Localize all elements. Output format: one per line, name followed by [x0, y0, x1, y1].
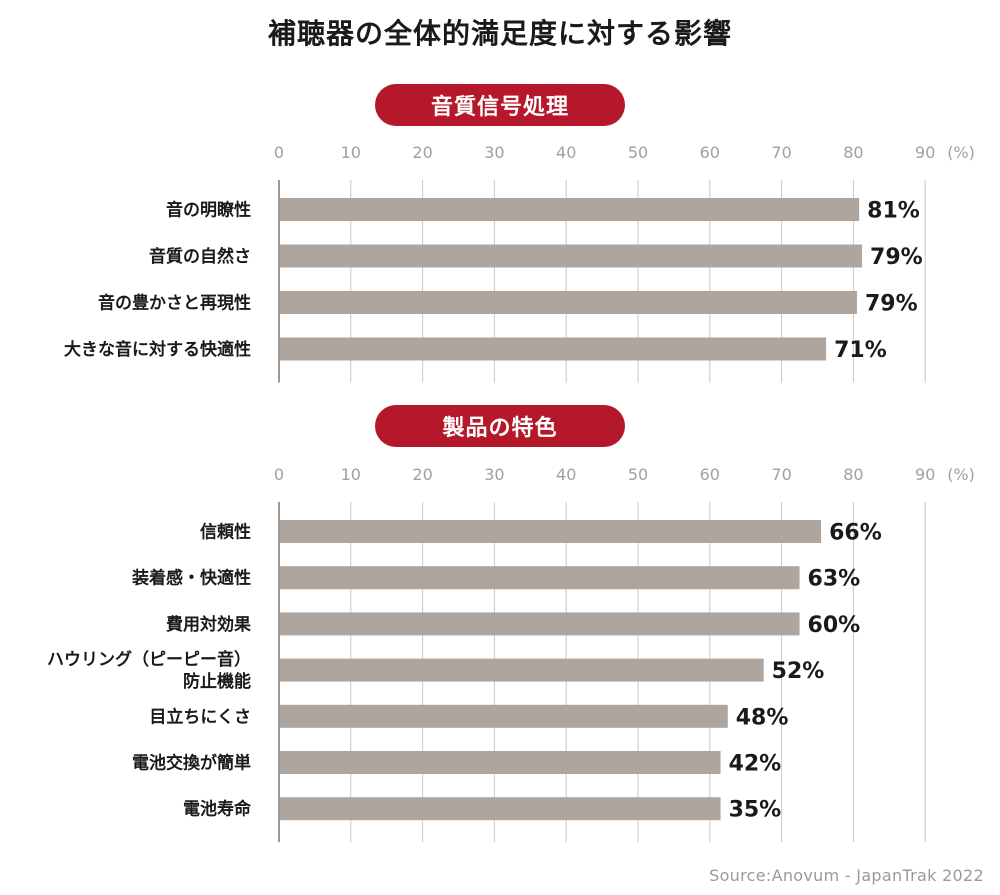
bar-value-label: 42%	[729, 752, 782, 777]
x-tick-label: 80	[843, 143, 863, 162]
bar-value-label: 52%	[772, 659, 825, 684]
x-tick-label: 70	[771, 465, 791, 484]
section-title-product-features: 製品の特色	[375, 405, 625, 447]
category-label: ハウリング（ピーピー音）	[47, 649, 251, 670]
x-tick-label: 90	[915, 143, 935, 162]
bar-value-label: 66%	[829, 521, 882, 546]
category-label: 費用対効果	[166, 614, 251, 635]
bar	[280, 520, 822, 543]
bar-value-label: 35%	[729, 798, 782, 823]
x-tick-label: 20	[412, 143, 432, 162]
x-tick-label: 80	[843, 465, 863, 484]
bar-value-label: 71%	[834, 338, 887, 363]
category-label: 電池寿命	[183, 799, 252, 820]
source-note: Source:Anovum - JapanTrak 2022	[709, 866, 984, 885]
bar	[280, 337, 827, 361]
bar-value-label: 79%	[870, 245, 923, 270]
x-tick-label: 30	[484, 465, 504, 484]
category-label: 大きな音に対する快適性	[64, 339, 251, 360]
bar	[280, 704, 728, 728]
x-tick-label: 10	[341, 143, 361, 162]
category-label: 音質の自然さ	[149, 246, 251, 267]
x-tick-label: 60	[700, 465, 720, 484]
category-label: 信頼性	[200, 522, 251, 543]
x-tick-label: 50	[628, 465, 648, 484]
x-axis-unit: (%)	[947, 465, 975, 484]
bar-value-label: 63%	[808, 567, 861, 592]
bar	[280, 566, 800, 590]
x-tick-label: 10	[341, 465, 361, 484]
x-tick-label: 60	[700, 143, 720, 162]
x-tick-label: 70	[771, 143, 791, 162]
x-tick-label: 40	[556, 143, 576, 162]
bar	[280, 198, 860, 221]
x-tick-label: 90	[915, 465, 935, 484]
x-tick-label: 40	[556, 465, 576, 484]
bar-value-label: 79%	[865, 292, 918, 317]
bar-value-label: 60%	[808, 613, 861, 638]
x-axis-unit: (%)	[947, 143, 975, 162]
section-title-sound-quality: 音質信号処理	[375, 84, 625, 126]
bar	[280, 658, 764, 682]
bar	[280, 751, 721, 774]
bar-value-label: 81%	[867, 199, 920, 224]
x-tick-label: 20	[412, 465, 432, 484]
category-label: 防止機能	[183, 671, 251, 692]
page-title: 補聴器の全体的満足度に対する影響	[267, 17, 732, 50]
category-label: 電池交換が簡単	[132, 753, 251, 774]
bar	[280, 291, 857, 314]
bar	[280, 797, 721, 821]
chart-sound-quality: 0 10 20 30 40 50 60 70 80 90 (%) 81% 音の明瞭性 79% 音質の自然さ 7…	[64, 143, 975, 383]
bar-value-label: 48%	[736, 705, 789, 730]
category-label: 音の明瞭性	[166, 200, 251, 221]
bar	[280, 612, 800, 636]
x-tick-label: 0	[274, 143, 284, 162]
x-tick-label: 50	[628, 143, 648, 162]
chart-product-features: 0 10 20 30 40 50 60 70 80 90 (%) 66% 信頼性 63% 装着感・快適性 60…	[47, 465, 975, 843]
x-tick-label: 30	[484, 143, 504, 162]
category-label: 装着感・快適性	[131, 568, 251, 589]
x-tick-label: 0	[274, 465, 284, 484]
category-label: 目立ちにくさ	[149, 706, 251, 727]
bar	[280, 244, 863, 268]
category-label: 音の豊かさと再現性	[98, 293, 251, 314]
